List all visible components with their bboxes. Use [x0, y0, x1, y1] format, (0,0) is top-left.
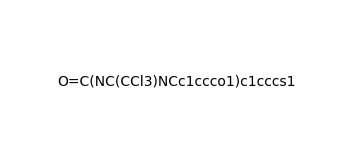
Text: O=C(NC(CCl3)NCc1ccco1)c1cccs1: O=C(NC(CCl3)NCc1ccco1)c1cccs1	[57, 75, 295, 89]
